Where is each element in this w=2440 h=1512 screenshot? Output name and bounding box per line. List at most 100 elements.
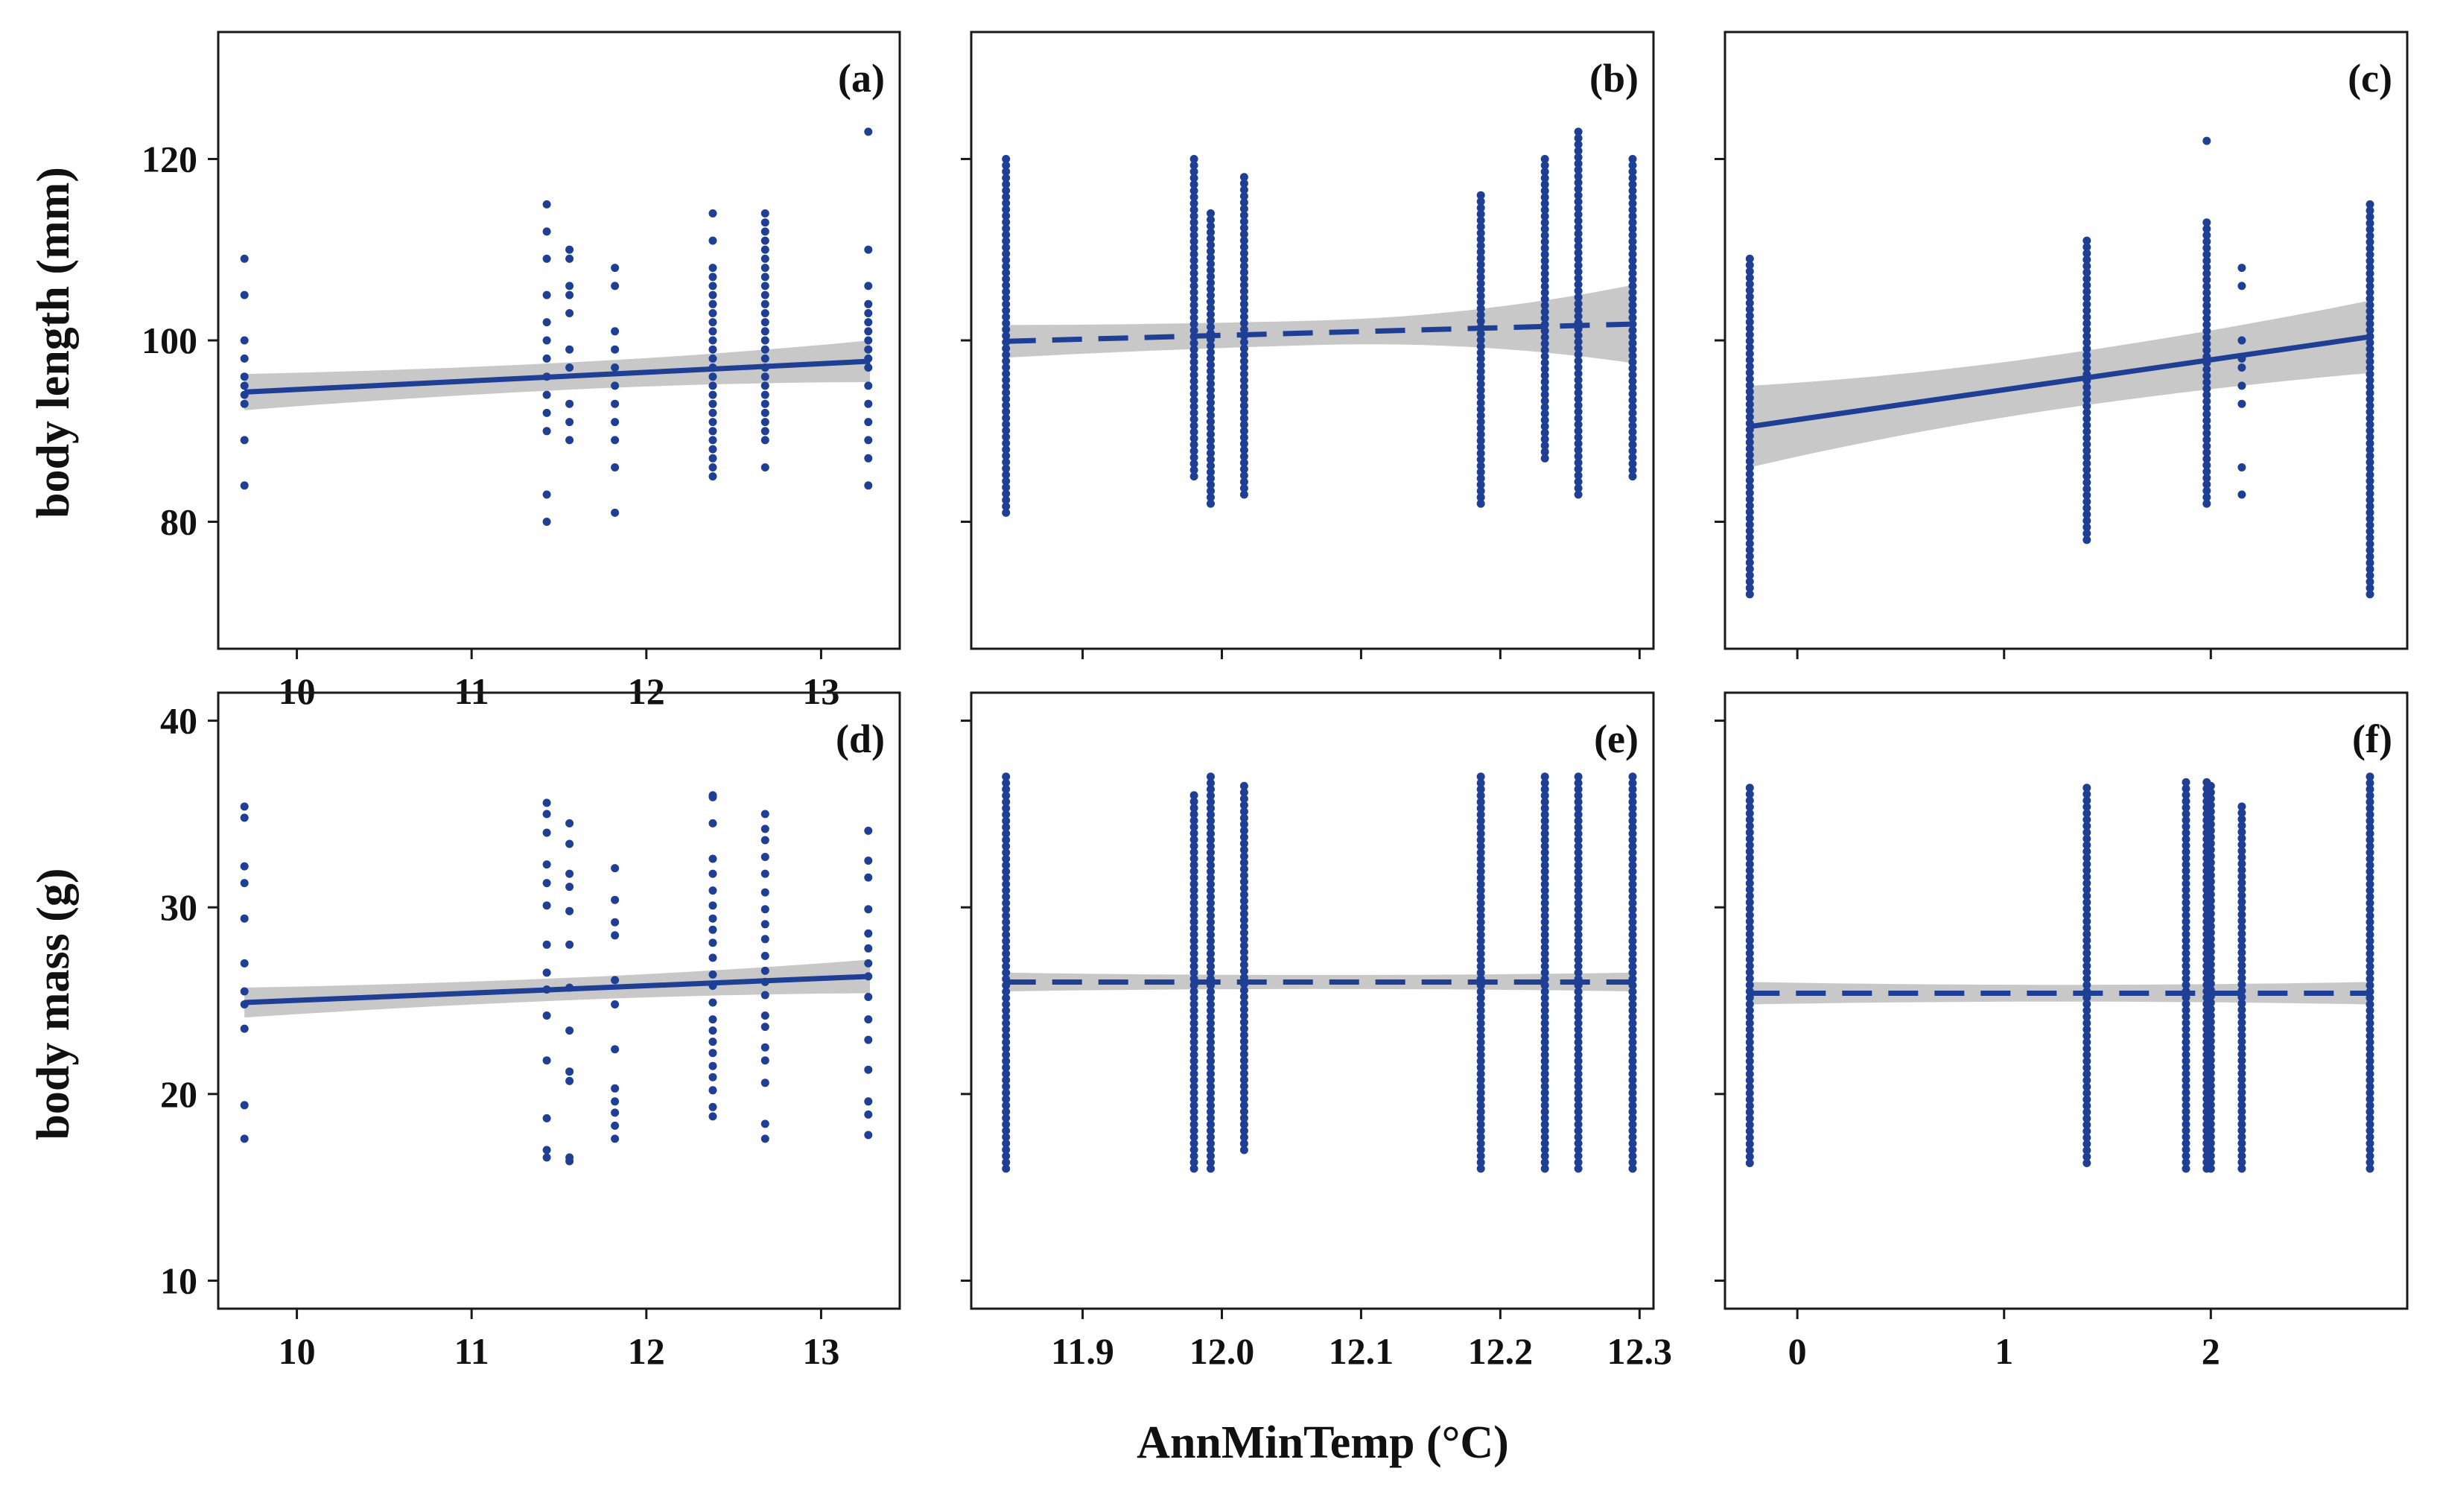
data-point [864,959,873,968]
data-point [2082,396,2091,404]
data-point [542,860,551,869]
data-point [760,1011,769,1020]
data-point [2082,822,2091,830]
data-point [2237,1146,2246,1154]
data-point [1628,408,1637,417]
data-point [2237,1088,2246,1097]
data-point [708,354,717,363]
data-point [1207,455,1215,464]
data-point [2202,263,2211,272]
data-point [1540,804,1549,813]
data-point [2366,376,2374,385]
data-point [2082,319,2091,328]
data-point [1628,453,1637,462]
data-point [1207,310,1215,319]
data-point [1239,1081,1248,1090]
y-tick-label: 20 [160,1073,197,1115]
data-point [1540,798,1549,807]
data-point [2366,345,2374,354]
data-point [1002,874,1011,883]
data-point [1239,414,1248,423]
data-point [864,245,873,254]
data-point [1476,229,1485,238]
data-point [1628,460,1637,468]
data-point [1540,918,1549,927]
data-point [2202,429,2211,438]
data-point [1189,1152,1198,1160]
data-point [1207,804,1215,813]
data-point [1628,848,1637,857]
data-point [1540,416,1549,425]
data-point [1574,874,1583,883]
data-point [1002,388,1011,397]
data-point [2366,1139,2374,1148]
data-point [2206,1107,2215,1116]
data-point [2366,974,2374,983]
data-point [2182,892,2190,900]
data-point [2237,1081,2246,1090]
data-point [1189,1063,1198,1072]
data-point [1189,370,1198,379]
data-point [2082,478,2091,487]
data-point [760,327,769,336]
data-point [2366,212,2374,221]
data-point [1207,816,1215,825]
data-point [1476,836,1485,845]
data-point [2082,1000,2091,1008]
data-point [1476,1012,1485,1021]
data-point [2182,1032,2190,1040]
data-point [1745,292,1754,301]
data-point [542,1056,551,1065]
data-point [1476,1082,1485,1091]
data-point [1239,465,1248,474]
data-point [542,427,551,436]
data-point [864,481,873,490]
data-point [2202,410,2211,419]
data-point [1239,337,1248,346]
data-point [565,282,574,290]
data-point [2206,788,2215,797]
data-point [1189,930,1198,939]
data-point [1239,471,1248,480]
data-point [1745,1146,1754,1154]
data-point [1574,880,1583,889]
data-point [1239,845,1248,854]
data-point [2182,797,2190,806]
data-point [1628,237,1637,246]
data-point [1628,867,1637,876]
data-point [1745,406,1754,415]
data-point [1574,433,1583,442]
data-point [1628,434,1637,442]
data-point [1239,884,1248,892]
data-point [1239,992,1248,1001]
data-point [1207,1152,1215,1160]
data-point [1745,872,1754,881]
data-point [1002,502,1011,511]
data-point [2082,1076,2091,1084]
data-point [2366,899,2374,907]
data-point [2366,426,2374,435]
data-point [1540,339,1549,348]
data-point [1189,1044,1198,1053]
data-point [1628,1088,1637,1097]
data-point [708,381,717,390]
data-point [1002,161,1011,170]
data-point [1239,865,1248,874]
data-point [1628,250,1637,258]
data-point [1628,949,1637,958]
data-point [1002,363,1011,372]
data-point [1745,1057,1754,1066]
data-point [542,940,551,949]
data-point [2082,962,2091,971]
data-point [1745,1120,1754,1129]
data-point [1189,1012,1198,1021]
data-point [2366,1164,2374,1173]
data-point [2082,453,2091,462]
data-point [2082,872,2091,881]
data-point [1628,269,1637,278]
data-point [1540,256,1549,265]
data-point [1476,892,1485,901]
data-point [1574,331,1583,340]
data-point [2206,1024,2215,1033]
